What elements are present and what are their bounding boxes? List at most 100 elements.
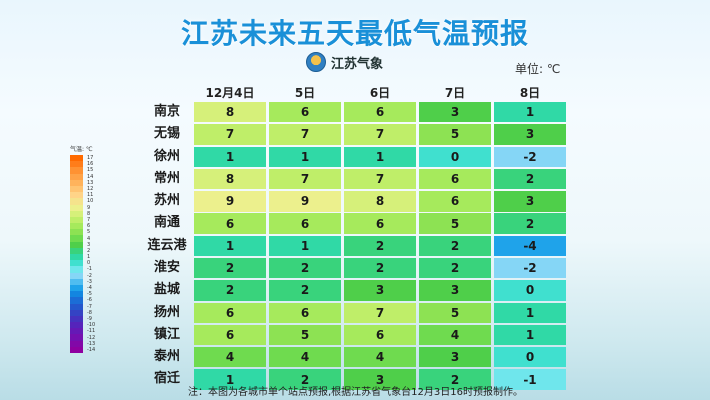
table-header: 12月4日 5日 6日 7日 8日	[194, 84, 569, 102]
legend-step: 2	[70, 247, 110, 254]
legend-swatch	[70, 179, 83, 186]
column-header: 12月4日	[205, 86, 255, 100]
legend-swatch	[70, 334, 83, 341]
color-legend: 气温: ℃ 17 16 15 14 13 12 11 10 9 8 7 6 5 4 3 2 1 0 -1 -2 -3 -4…	[70, 144, 110, 353]
unit-label: 单位: ℃	[515, 62, 561, 76]
legend-label: -4	[87, 285, 92, 292]
temperature-cell: 2	[419, 235, 491, 257]
city-name: 南通	[153, 215, 180, 231]
temperature-cell: 5	[419, 213, 491, 234]
legend-label: -13	[87, 340, 96, 347]
legend-label: 17	[87, 155, 94, 162]
city-name: 泰州	[153, 349, 180, 365]
temperature-cell: 6	[344, 213, 416, 234]
legend-swatch	[70, 266, 83, 273]
logo-text: 江苏气象	[331, 56, 384, 72]
legend-step: -9	[70, 315, 110, 323]
legend-swatch	[70, 167, 83, 174]
legend-swatch	[70, 291, 83, 298]
legend-step: 0	[70, 260, 110, 267]
temperature-cell: 1	[194, 146, 266, 167]
table-body: 南京 8 6 6 3 1 无锡 7 7 7 5 3 徐州 1 1 1 0 -2 常州 8 7 7 6 2 苏州 9 9 8 6 3 南通 6 6…	[140, 102, 569, 390]
table-row: 镇江 6 5 6 4 1	[140, 324, 569, 346]
legend-label: 9	[87, 204, 91, 211]
table-row: 盐城 2 2 3 3 0	[140, 280, 569, 301]
legend-label: 15	[87, 167, 94, 174]
legend-swatch	[70, 185, 83, 193]
legend-step: 3	[70, 241, 110, 248]
legend-step: 14	[70, 173, 110, 180]
legend-label: 0	[87, 260, 91, 267]
temperature-cell: 6	[194, 324, 266, 346]
legend-swatch	[70, 309, 83, 316]
temperature-cell: 1	[269, 146, 341, 167]
legend-swatch	[70, 278, 83, 285]
temperature-cell: 7	[344, 124, 416, 145]
temperature-cell: 9	[194, 191, 266, 212]
legend-swatch	[70, 210, 83, 217]
temperature-cell: 1	[194, 369, 266, 390]
temperature-cell: 6	[194, 302, 266, 323]
legend-swatch	[70, 322, 83, 329]
temperature-cell: 4	[194, 347, 266, 368]
temperature-cell: -1	[494, 369, 566, 390]
legend-step: 12	[70, 185, 110, 193]
temperature-cell: 2	[419, 257, 491, 279]
legend-swatch	[70, 216, 83, 224]
temperature-cell: 2	[269, 369, 341, 390]
legend-step: 1	[70, 254, 110, 261]
temperature-cell: 2	[494, 213, 566, 234]
legend-step: -11	[70, 328, 110, 335]
legend-label: 3	[87, 241, 91, 248]
legend-label: -2	[87, 272, 92, 279]
legend-swatch	[70, 241, 83, 248]
legend-step: 16	[70, 161, 110, 168]
temperature-cell: 3	[419, 102, 491, 123]
temperature-cell: 1	[494, 324, 566, 346]
temperature-cell: 3	[419, 280, 491, 301]
legend-swatch	[70, 297, 83, 304]
temperature-cell: 6	[344, 324, 416, 346]
temperature-cell: 1	[344, 146, 416, 167]
temperature-cell: 2	[194, 280, 266, 301]
legend-label: 2	[87, 247, 91, 254]
legend-label: 13	[87, 179, 94, 186]
temperature-cell: 1	[269, 235, 341, 257]
column-header: 6日	[369, 86, 391, 100]
legend-label: 10	[87, 198, 94, 205]
legend-step: -2	[70, 272, 110, 279]
city-name: 盐城	[153, 282, 180, 298]
legend-swatch	[70, 315, 83, 323]
legend-label: -8	[87, 309, 92, 316]
column-header: 8日	[519, 86, 541, 100]
legend-swatch	[70, 155, 83, 162]
table-row: 泰州 4 4 4 3 0	[140, 347, 569, 368]
temperature-cell: 1	[494, 302, 566, 323]
temperature-cell: 7	[269, 168, 341, 190]
city-name: 连云港	[147, 237, 187, 253]
legend-swatch	[70, 260, 83, 267]
temperature-cell: 7	[344, 302, 416, 323]
legend-label: -9	[87, 315, 92, 322]
temperature-cell: 6	[269, 302, 341, 323]
legend-step: 9	[70, 204, 110, 211]
table-row: 南通 6 6 6 5 2	[140, 213, 569, 234]
legend-label: -6	[87, 297, 92, 304]
table-row: 宿迁 1 2 3 2 -1	[140, 369, 569, 390]
legend-step: -6	[70, 297, 110, 304]
temperature-cell: 2	[494, 168, 566, 190]
temperature-cell: -2	[494, 257, 566, 279]
temperature-cell: 2	[419, 369, 491, 390]
table-row: 徐州 1 1 1 0 -2	[140, 146, 569, 167]
legend-swatch	[70, 340, 83, 347]
table-row: 淮安 2 2 2 2 -2	[140, 257, 569, 279]
legend-swatch	[70, 254, 83, 261]
legend-swatch	[70, 328, 83, 335]
temperature-cell: 8	[194, 168, 266, 190]
temperature-cell: 5	[419, 302, 491, 323]
temperature-cell: 2	[344, 257, 416, 279]
legend-label: 6	[87, 223, 91, 230]
temperature-cell: 6	[269, 102, 341, 123]
legend-label: -7	[87, 303, 92, 310]
legend-label: 11	[87, 192, 94, 199]
